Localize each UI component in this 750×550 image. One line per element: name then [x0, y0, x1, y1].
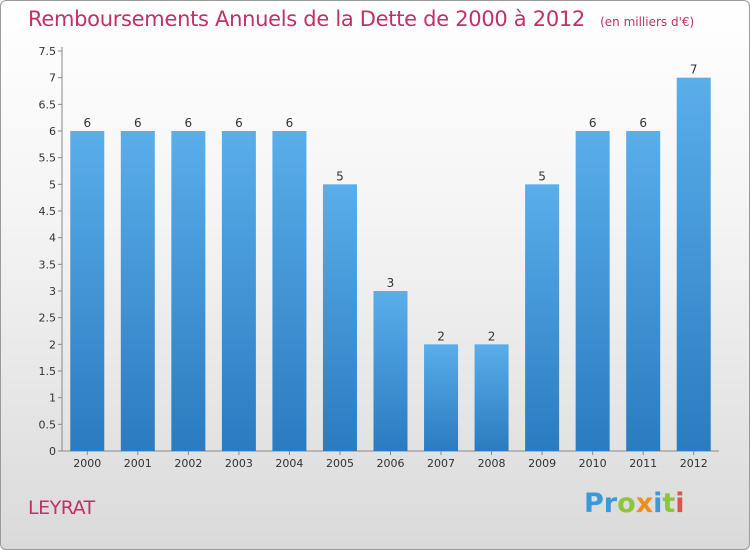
y-tick-label: 0.5 [39, 418, 57, 431]
x-tick-label: 2002 [174, 457, 202, 470]
data-label: 6 [185, 116, 193, 130]
logo-letter: x [635, 488, 654, 519]
x-tick-label: 2006 [377, 457, 405, 470]
bar [373, 291, 408, 451]
bar [272, 131, 307, 451]
y-tick-label: 4.5 [39, 205, 57, 218]
data-label: 6 [639, 116, 647, 130]
y-tick-label: 5 [49, 178, 56, 191]
x-tick-label: 2009 [528, 457, 556, 470]
bar [626, 131, 661, 451]
x-tick-label: 2001 [124, 457, 152, 470]
x-tick-label: 2010 [579, 457, 607, 470]
y-tick-label: 5.5 [39, 152, 57, 165]
chart-header: Remboursements Annuels de la Dette de 20… [28, 7, 694, 31]
x-tick-label: 2005 [326, 457, 354, 470]
y-tick-label: 0 [49, 445, 56, 458]
y-tick-label: 2 [49, 338, 56, 351]
bar [70, 131, 105, 451]
y-tick-label: 3 [49, 285, 56, 298]
data-label: 7 [690, 63, 698, 77]
data-label: 6 [134, 116, 142, 130]
x-tick-label: 2008 [478, 457, 506, 470]
logo-letter: r [603, 488, 618, 519]
bar [575, 131, 610, 451]
logo-letter: t [662, 488, 676, 519]
bar [424, 344, 459, 451]
logo-letter: o [617, 488, 636, 519]
x-tick-label: 2000 [73, 457, 101, 470]
y-tick-label: 6 [49, 125, 56, 138]
y-tick-label: 6.5 [39, 98, 57, 111]
logo-letter: P [584, 488, 604, 519]
y-tick-label: 3.5 [39, 258, 57, 271]
x-tick-label: 2004 [275, 457, 303, 470]
chart-title: Remboursements Annuels de la Dette de 20… [28, 7, 585, 31]
bar [221, 131, 256, 451]
data-label: 5 [336, 169, 344, 183]
bar [676, 77, 711, 452]
commune-name: LEYRAT [28, 497, 95, 519]
y-tick-label: 4 [49, 232, 56, 245]
bar [171, 131, 206, 451]
logo-letter: i [675, 488, 685, 519]
x-tick-label: 2007 [427, 457, 455, 470]
x-tick-label: 2003 [225, 457, 253, 470]
data-label: 6 [589, 116, 597, 130]
data-label: 2 [488, 329, 496, 343]
y-tick-label: 7 [49, 72, 56, 85]
bar [525, 184, 560, 452]
logo-letter: i [653, 488, 663, 519]
x-tick-label: 2012 [680, 457, 708, 470]
data-label: 3 [387, 276, 395, 290]
chart-subtitle: (en milliers d'€) [600, 15, 695, 29]
y-tick-label: 7.5 [39, 45, 57, 58]
data-label: 5 [538, 169, 546, 183]
bar [120, 131, 155, 451]
y-tick-label: 1.5 [39, 365, 57, 378]
data-label: 6 [83, 116, 91, 130]
bar [474, 344, 509, 451]
y-tick-label: 1 [49, 392, 56, 405]
y-tick-label: 2.5 [39, 312, 57, 325]
x-tick-label: 2011 [629, 457, 657, 470]
data-label: 6 [286, 116, 294, 130]
data-label: 2 [437, 329, 445, 343]
bar [322, 184, 357, 452]
proxiti-logo: Proxiti [584, 488, 685, 519]
data-label: 6 [235, 116, 243, 130]
